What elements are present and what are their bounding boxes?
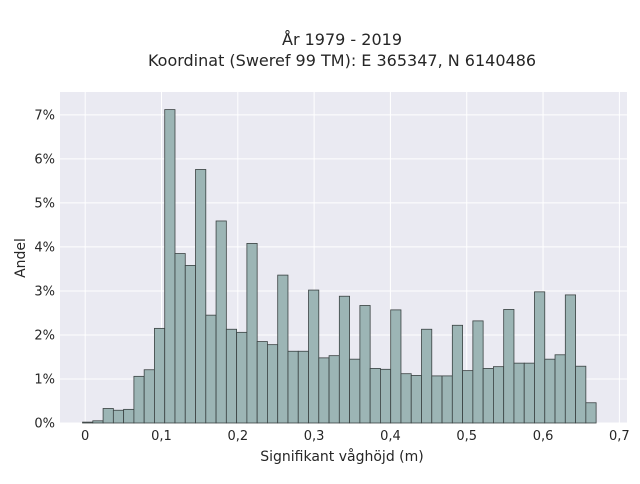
histogram-bar: [195, 169, 207, 424]
histogram-bar: [256, 341, 268, 424]
histogram-bar: [534, 291, 546, 424]
histogram-bar: [246, 243, 258, 424]
y-tick-label: 3%: [34, 284, 55, 299]
histogram-bar: [410, 375, 422, 424]
histogram-bar: [338, 295, 350, 424]
histogram-bar: [451, 324, 463, 424]
histogram-bar: [82, 421, 94, 424]
histogram-bar: [318, 357, 330, 424]
histogram-bar: [513, 362, 525, 424]
histogram-bar: [174, 253, 186, 424]
histogram-bar: [390, 309, 402, 424]
histogram-bar: [92, 420, 104, 424]
histogram-bar: [287, 350, 299, 424]
y-tick-label: 1%: [34, 372, 55, 387]
histogram-bar: [575, 365, 587, 424]
y-axis-label: Andel: [13, 238, 29, 278]
histogram-bar: [400, 373, 412, 424]
y-tick-label: 7%: [34, 108, 55, 123]
y-axis-ticks: 0% 1% 2% 3% 4% 5% 6% 7%: [34, 108, 55, 431]
y-tick-label: 0%: [34, 417, 55, 432]
chart-title: År 1979 - 2019: [282, 30, 402, 49]
x-tick-label: 0,6: [533, 429, 554, 444]
histogram-bar: [503, 309, 515, 424]
histogram-bar: [308, 289, 320, 424]
histogram-bar: [123, 408, 135, 424]
histogram-bar: [523, 362, 535, 424]
y-tick-label: 5%: [34, 196, 55, 211]
histogram-bar: [133, 375, 145, 424]
x-axis-label: Signifikant våghöjd (m): [260, 448, 423, 465]
x-tick-label: 0,2: [227, 429, 248, 444]
histogram-bar: [184, 265, 196, 424]
histogram-bar: [328, 355, 340, 424]
histogram-bar: [544, 358, 556, 424]
x-tick-label: 0,3: [304, 429, 325, 444]
histogram-bar: [225, 328, 238, 424]
y-tick-label: 2%: [34, 328, 55, 343]
histogram-bars: [82, 109, 597, 424]
histogram-bar: [493, 366, 505, 424]
histogram-bar: [462, 370, 474, 424]
histogram-bar: [215, 220, 227, 424]
histogram-bar: [421, 328, 433, 424]
histogram-bar: [277, 274, 289, 424]
histogram-bar: [482, 368, 494, 424]
histogram-bar: [585, 402, 597, 424]
histogram-bar: [154, 327, 166, 424]
y-tick-label: 6%: [34, 152, 55, 167]
histogram-bar: [441, 375, 453, 424]
histogram-bar: [267, 344, 279, 424]
x-tick-label: 0,4: [380, 429, 401, 444]
histogram-bar: [554, 354, 566, 424]
histogram-bar: [102, 408, 114, 424]
histogram-bar: [112, 409, 125, 424]
histogram-bar: [143, 369, 155, 424]
histogram-bar: [369, 368, 381, 424]
histogram-bar: [297, 350, 309, 424]
histogram-bar: [164, 109, 176, 424]
x-tick-label: 0,5: [456, 429, 477, 444]
x-tick-label: 0,1: [151, 429, 172, 444]
x-tick-label: 0,7: [609, 429, 630, 444]
histogram-bar: [380, 368, 392, 424]
histogram-bar: [564, 294, 576, 424]
histogram-bar: [472, 320, 484, 424]
histogram-bar: [359, 305, 371, 424]
chart-subtitle: Koordinat (Sweref 99 TM): E 365347, N 61…: [148, 51, 536, 70]
histogram-bar: [236, 331, 248, 424]
histogram-bar: [431, 375, 443, 424]
histogram-bar: [205, 314, 217, 424]
x-axis-ticks: 0 0,1 0,2 0,3 0,4 0,5 0,6 0,7: [81, 429, 630, 444]
histogram-bar: [349, 358, 361, 424]
x-tick-label: 0: [81, 429, 89, 444]
y-tick-label: 4%: [34, 240, 55, 255]
